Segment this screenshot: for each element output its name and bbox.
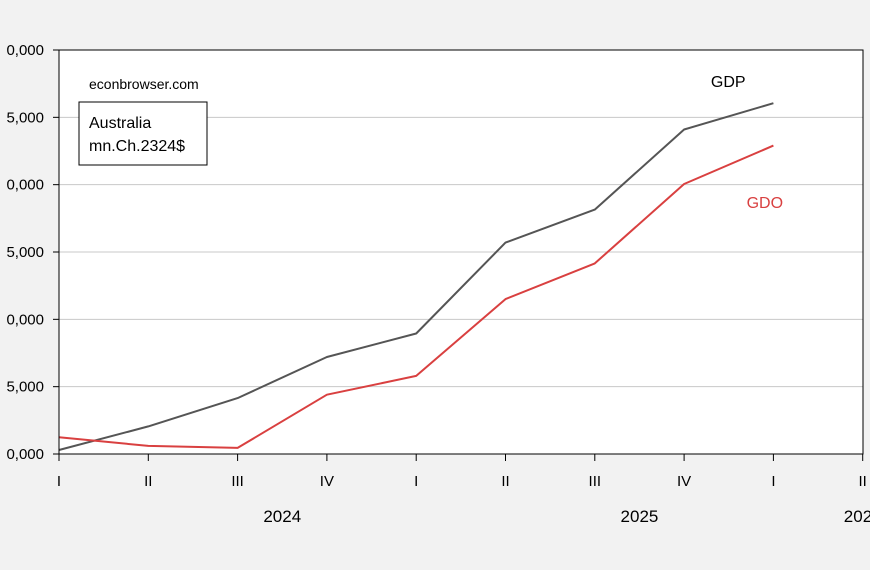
y-tick-label-4: 0,000 [6, 177, 44, 194]
info-box-line-2: mn.Ch.2324$ [89, 138, 185, 155]
y-tick-label-6: 0,000 [6, 42, 44, 59]
gridlines [59, 116, 863, 388]
year-label-2024: 2024 [263, 507, 301, 526]
x-tick-label-3: IV [320, 473, 334, 490]
series-lines [58, 102, 774, 451]
source-note: econbrowser.com [89, 76, 199, 92]
year-label-2026: 2026 [844, 507, 870, 526]
series-labels: GDP GDO [711, 74, 783, 212]
series-label-gdp: GDP [711, 74, 746, 91]
series-line-gdo [58, 144, 774, 449]
info-box-line-1: Australia [89, 115, 151, 132]
x-tick-label-0: I [57, 473, 61, 490]
y-tick-label-1: 5,000 [6, 379, 44, 396]
series-label-gdo: GDO [747, 195, 783, 212]
x-tick-label-9: II [859, 473, 867, 490]
x-axis-tick-labels: I II III IV I II III IV I II [57, 473, 867, 490]
x-tick-label-6: III [589, 473, 602, 490]
x-tick-label-7: IV [677, 473, 691, 490]
info-box [78, 101, 208, 166]
y-axis-ticks [53, 49, 59, 455]
x-tick-label-1: II [144, 473, 152, 490]
y-tick-label-3: 5,000 [6, 244, 44, 261]
y-tick-label-0: 0,000 [6, 446, 44, 463]
y-tick-label-5: 5,000 [6, 109, 44, 126]
x-tick-label-5: II [501, 473, 509, 490]
year-labels: 2024 2025 2026 [263, 507, 870, 526]
y-tick-label-2: 0,000 [6, 311, 44, 328]
x-tick-label-4: I [414, 473, 418, 490]
year-label-2025: 2025 [621, 507, 659, 526]
y-axis-tick-labels: 0,000 5,000 0,000 5,000 0,000 5,000 0,000 [6, 42, 44, 463]
x-tick-label-2: III [231, 473, 244, 490]
series-line-gdp [58, 102, 774, 451]
x-tick-label-8: I [771, 473, 775, 490]
x-axis-ticks [58, 454, 864, 461]
